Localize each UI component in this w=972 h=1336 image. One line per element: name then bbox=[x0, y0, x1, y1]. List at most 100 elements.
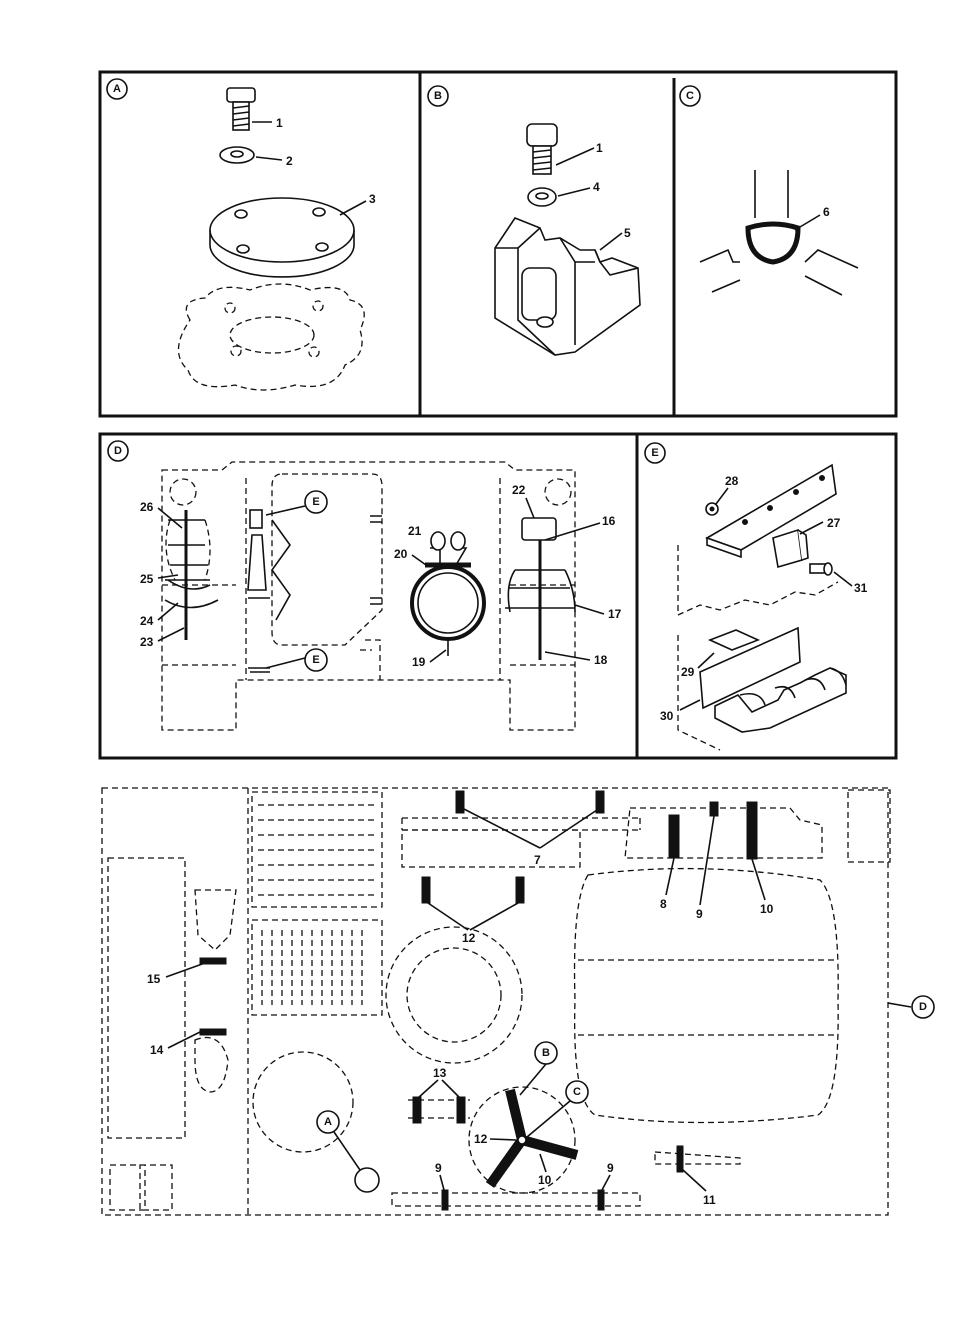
strap-13b bbox=[456, 1096, 466, 1124]
leader-28 bbox=[715, 487, 729, 505]
frame-top-row bbox=[98, 70, 898, 418]
leader-9-top bbox=[699, 815, 715, 906]
overview-callouts: 7 8 9 10 12 13 14 15 12 10 9 9 11 A B C bbox=[147, 807, 935, 1207]
strap-7a bbox=[455, 790, 465, 814]
leader-10-top bbox=[751, 858, 766, 901]
rack-mid-slats bbox=[261, 930, 363, 1005]
panel-e: E 28 27 31 29 bbox=[644, 442, 868, 751]
panel-d: D 26 25 24 23 bbox=[107, 440, 622, 731]
strap-7b bbox=[595, 790, 605, 814]
leader-18 bbox=[544, 651, 591, 661]
leader-15 bbox=[165, 962, 206, 978]
leader-26 bbox=[157, 507, 183, 529]
zigzag-line bbox=[271, 519, 291, 621]
callout-e-31: 31 bbox=[854, 581, 868, 595]
leader-7b bbox=[539, 807, 601, 849]
callout-d-19: 19 bbox=[412, 655, 426, 669]
leader-20 bbox=[411, 554, 427, 566]
callout-d-23: 23 bbox=[140, 635, 154, 649]
panel-d-badge bbox=[107, 440, 129, 462]
overview-ref-d[interactable] bbox=[911, 995, 935, 1019]
bolt-icon bbox=[226, 87, 256, 131]
panel-c-letter: C bbox=[686, 90, 694, 102]
leader-19 bbox=[429, 649, 447, 663]
leader-14 bbox=[167, 1031, 201, 1049]
callout-b-1: 1 bbox=[596, 141, 603, 155]
overview-callout-9-left: 9 bbox=[435, 1161, 442, 1175]
overview-ref-b-label: B bbox=[542, 1047, 550, 1059]
leader-ref-b bbox=[519, 1063, 547, 1096]
left-riser-assembly bbox=[164, 510, 219, 640]
leader-12-bottom bbox=[489, 1138, 517, 1141]
bolt-icon bbox=[526, 123, 558, 175]
overview-straps bbox=[199, 790, 758, 1211]
round-tank-a bbox=[252, 1051, 354, 1153]
strap-11 bbox=[676, 1145, 684, 1173]
upper-box bbox=[401, 829, 581, 868]
leader-9-right bbox=[601, 1174, 611, 1191]
overview-callout-14: 14 bbox=[150, 1043, 164, 1057]
overview-ref-c[interactable] bbox=[565, 1080, 589, 1104]
callout-d-26: 26 bbox=[140, 500, 154, 514]
strap-9-top bbox=[709, 801, 719, 817]
leader-22 bbox=[525, 497, 535, 519]
post-top bbox=[754, 170, 789, 218]
leader-23 bbox=[157, 627, 185, 642]
overview-callout-12-bottom: 12 bbox=[474, 1132, 488, 1146]
leader-12b bbox=[469, 902, 519, 931]
overview-ref-a[interactable] bbox=[316, 1110, 340, 1134]
leader-9-left bbox=[439, 1174, 445, 1191]
overview-callout-13: 13 bbox=[433, 1066, 447, 1080]
clip-block-icon bbox=[772, 528, 809, 569]
callout-e-27: 27 bbox=[827, 516, 841, 530]
panel-e-letter: E bbox=[651, 447, 658, 459]
bottom-left-boxes bbox=[109, 1164, 173, 1211]
leader-13a bbox=[417, 1079, 439, 1099]
leader-ref-d bbox=[887, 1002, 912, 1008]
panel-b-badge bbox=[427, 85, 449, 107]
leader-ref-c bbox=[526, 1100, 571, 1138]
leader-e-lower bbox=[265, 657, 306, 669]
panel-d-letter: D bbox=[114, 445, 122, 457]
washer-icon bbox=[219, 146, 255, 164]
ring-outer bbox=[385, 926, 523, 1064]
left-fitting-upper bbox=[194, 889, 237, 951]
overview-callout-9-right: 9 bbox=[607, 1161, 614, 1175]
pad-icon bbox=[707, 629, 761, 651]
upper-right-rack bbox=[624, 807, 823, 859]
detail-ref-e-lower[interactable] bbox=[304, 648, 328, 672]
angle-bracket-icon bbox=[705, 463, 837, 559]
rail-top bbox=[401, 817, 641, 831]
callout-d-16: 16 bbox=[602, 514, 616, 528]
leader-13b bbox=[441, 1079, 461, 1099]
leader-27 bbox=[799, 521, 824, 535]
mounting-pad-outline bbox=[177, 283, 365, 391]
overview-callout-10-top: 10 bbox=[760, 902, 774, 916]
callout-d-20: 20 bbox=[394, 547, 408, 561]
overview-ref-d-label: D bbox=[919, 1001, 927, 1013]
tank-bands bbox=[578, 959, 834, 1036]
panel-frames-top bbox=[98, 70, 898, 418]
left-fitting-lower bbox=[194, 1036, 229, 1093]
leader-31 bbox=[833, 571, 853, 587]
leader-b5 bbox=[599, 232, 623, 251]
detail-ref-e-upper[interactable] bbox=[304, 490, 328, 514]
panel-a-location bbox=[354, 1167, 380, 1193]
panel-a-badge bbox=[106, 78, 128, 100]
strap-10-top bbox=[746, 801, 758, 860]
overview-ref-c-label: C bbox=[573, 1086, 581, 1098]
overview-callout-12-top: 12 bbox=[462, 931, 476, 945]
callout-d-21: 21 bbox=[408, 524, 422, 538]
leader-25 bbox=[157, 574, 179, 579]
rail-bottom bbox=[391, 1192, 641, 1207]
overview-callout-15: 15 bbox=[147, 972, 161, 986]
panel-a-letter: A bbox=[113, 83, 121, 95]
storage-rack-mid bbox=[251, 919, 383, 1016]
detail-ref-e-upper-label: E bbox=[312, 496, 319, 508]
strap-9a bbox=[441, 1189, 449, 1211]
leader-b4 bbox=[557, 187, 591, 197]
leader-10-bottom bbox=[539, 1153, 547, 1173]
panel-a: A 1 2 3 bbox=[106, 78, 376, 391]
overview-callout-9-top: 9 bbox=[696, 907, 703, 921]
